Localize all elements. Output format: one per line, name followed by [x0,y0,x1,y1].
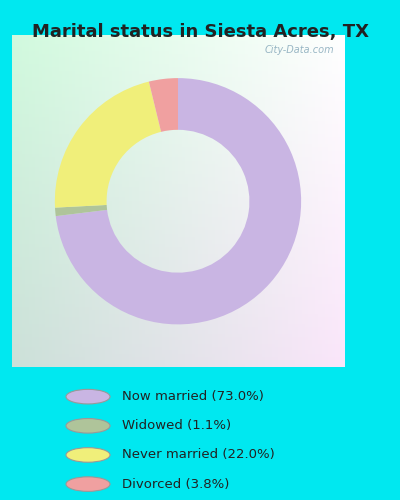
Wedge shape [56,78,301,324]
Wedge shape [55,205,107,216]
Circle shape [66,390,110,404]
Text: Widowed (1.1%): Widowed (1.1%) [122,420,231,432]
Text: Never married (22.0%): Never married (22.0%) [122,448,275,462]
Circle shape [66,448,110,462]
Text: Now married (73.0%): Now married (73.0%) [122,390,264,403]
Circle shape [66,418,110,433]
Wedge shape [149,78,178,132]
Wedge shape [55,82,161,208]
Text: Divorced (3.8%): Divorced (3.8%) [122,478,229,490]
Text: Marital status in Siesta Acres, TX: Marital status in Siesta Acres, TX [32,22,368,40]
Text: City-Data.com: City-Data.com [265,45,334,55]
Circle shape [66,477,110,492]
